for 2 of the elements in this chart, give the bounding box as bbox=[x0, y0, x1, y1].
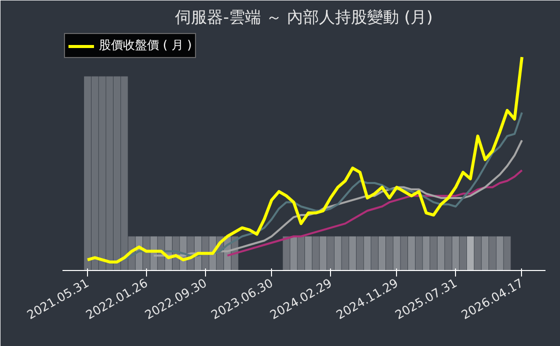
legend-label: 股價收盤價 ( 月 ) bbox=[99, 37, 192, 54]
chart-title: 伺服器-雲端 ～ 內部人持股變動 (月) bbox=[175, 8, 433, 26]
